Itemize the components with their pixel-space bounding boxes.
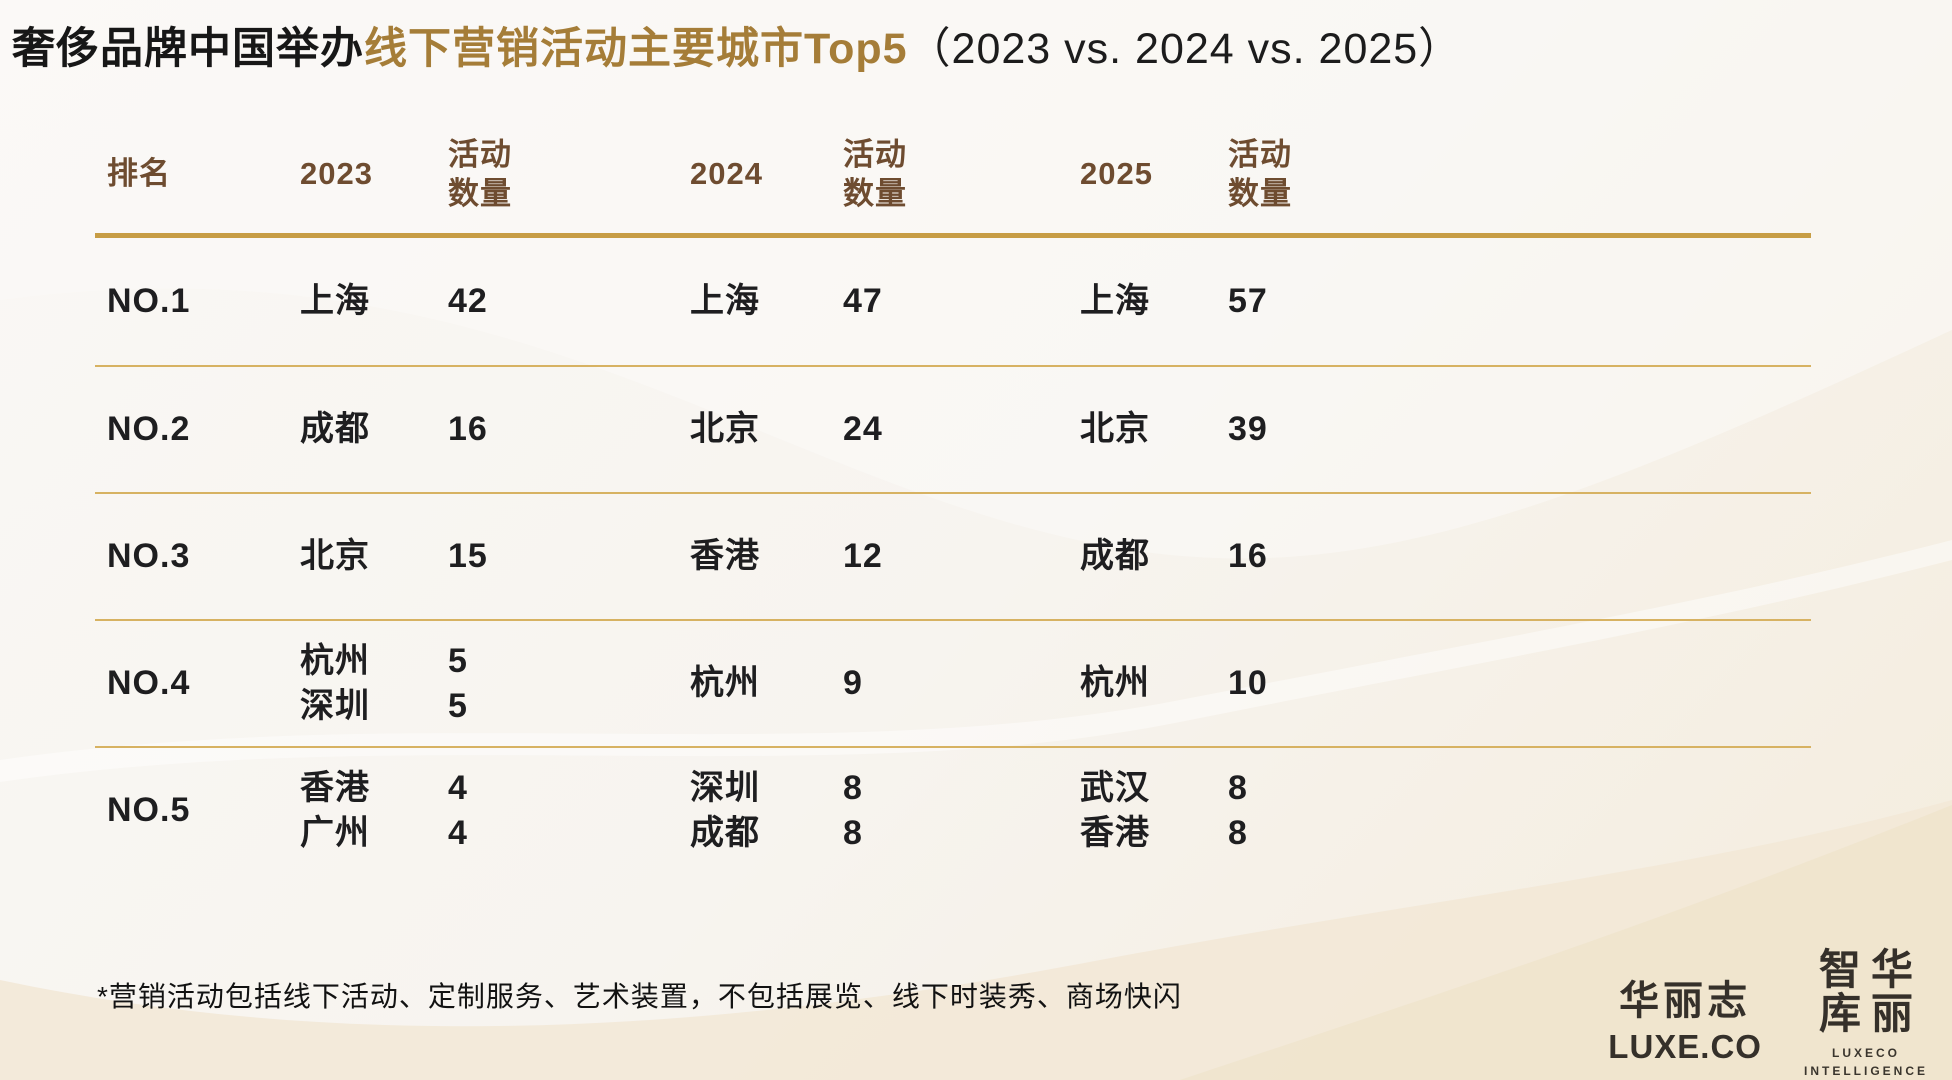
table-row: NO.4 杭州 深圳 5 5 杭州 9 杭州 10	[95, 619, 1811, 746]
table-row: NO.2 成都 16 北京 24 北京 39	[95, 365, 1811, 492]
title-text-years: （2023 vs. 2024 vs. 2025）	[907, 25, 1463, 73]
table-row: NO.5 香港 广州 4 4 深圳 成都 8 8 武汉 香港 8 8	[95, 746, 1811, 873]
city-cell: 北京	[1080, 410, 1150, 449]
luxeco-intelligence-logo: 智 华 库 丽 LUXECO INTELLIGENCE	[1804, 945, 1928, 1080]
count-cell: 16	[1228, 537, 1268, 576]
luxeco-logo-english: LUXE.CO	[1608, 1028, 1762, 1065]
ranking-table: 排名 2023 活动 数量 2024 活动 数量 2025 活动 数量 NO.1…	[95, 128, 1811, 873]
city-cell: 成都	[300, 410, 370, 449]
city-cell: 北京	[690, 410, 760, 449]
header-2024: 2024	[690, 156, 763, 192]
city-cell: 上海	[690, 282, 760, 321]
city-cell: 杭州 深圳	[300, 642, 370, 725]
city-cell: 上海	[300, 282, 370, 321]
city-cell: 杭州	[690, 664, 760, 703]
table-row: NO.3 北京 15 香港 12 成都 16	[95, 492, 1811, 619]
count-cell: 8 8	[843, 769, 863, 852]
intelligence-wordmark-line2: INTELLIGENCE	[1803, 1064, 1928, 1079]
table-body: NO.1 上海 42 上海 47 上海 57 NO.2 成都 16 北京 24 北京 39 NO.3 北京 15…	[95, 238, 1811, 873]
header-count-2024: 活动 数量	[843, 136, 907, 211]
title-text-black: 奢侈品牌中国举办	[12, 25, 364, 73]
table-row: NO.1 上海 42 上海 47 上海 57	[95, 238, 1811, 365]
count-cell: 15	[448, 537, 488, 576]
luxeco-logo: 华丽志 LUXE.CO	[1608, 948, 1762, 1066]
count-cell: 9	[843, 664, 863, 703]
city-cell: 北京	[300, 537, 370, 576]
header-rank: 排名	[107, 156, 171, 192]
city-cell: 深圳 成都	[690, 769, 760, 852]
footnote: *营销活动包括线下活动、定制服务、艺术装置，不包括展览、线下时装秀、商场快闪	[97, 981, 1182, 1012]
seal-char: 华	[1870, 945, 1913, 994]
count-cell: 39	[1228, 410, 1268, 449]
header-count-2023: 活动 数量	[448, 136, 512, 211]
rank-cell: NO.1	[107, 282, 191, 321]
page-title: 奢侈品牌中国举办线下营销活动主要城市Top5（2023 vs. 2024 vs.…	[12, 14, 1942, 76]
title-text-gold: 线下营销活动主要城市Top5	[364, 25, 908, 73]
count-cell: 47	[843, 282, 883, 321]
count-cell: 42	[448, 282, 488, 321]
count-cell: 57	[1228, 282, 1268, 321]
city-cell: 上海	[1080, 282, 1150, 321]
city-cell: 香港 广州	[300, 769, 370, 852]
count-cell: 4 4	[448, 769, 468, 852]
intelligence-wordmark: LUXECO INTELLIGENCE	[1804, 1044, 1928, 1080]
rank-cell: NO.2	[107, 410, 191, 449]
intelligence-seal: 智 华 库 丽	[1804, 945, 1928, 1039]
city-cell: 武汉 香港	[1080, 769, 1150, 852]
seal-char: 智	[1818, 945, 1861, 994]
count-cell: 5 5	[448, 642, 468, 725]
seal-char: 丽	[1870, 989, 1913, 1039]
header-2023: 2023	[300, 156, 373, 192]
city-cell: 杭州	[1080, 664, 1150, 703]
rank-cell: NO.5	[107, 791, 191, 830]
header-count-2025: 活动 数量	[1228, 136, 1292, 211]
luxeco-logo-chinese: 华丽志	[1619, 979, 1752, 1023]
city-cell: 成都	[1080, 537, 1150, 576]
rank-cell: NO.3	[107, 537, 191, 576]
count-cell: 12	[843, 537, 883, 576]
table-header-row: 排名 2023 活动 数量 2024 活动 数量 2025 活动 数量	[95, 128, 1811, 238]
header-2025: 2025	[1080, 156, 1153, 192]
seal-char: 库	[1818, 989, 1861, 1039]
count-cell: 10	[1228, 664, 1268, 703]
footer-logos: 华丽志 LUXE.CO 智 华 库 丽 LUXECO INTELLIGENCE	[1608, 945, 1928, 1080]
city-cell: 香港	[690, 537, 760, 576]
count-cell: 24	[843, 410, 883, 449]
count-cell: 8 8	[1228, 769, 1248, 852]
intelligence-wordmark-line1: LUXECO	[1831, 1046, 1900, 1061]
count-cell: 16	[448, 410, 488, 449]
rank-cell: NO.4	[107, 664, 191, 703]
